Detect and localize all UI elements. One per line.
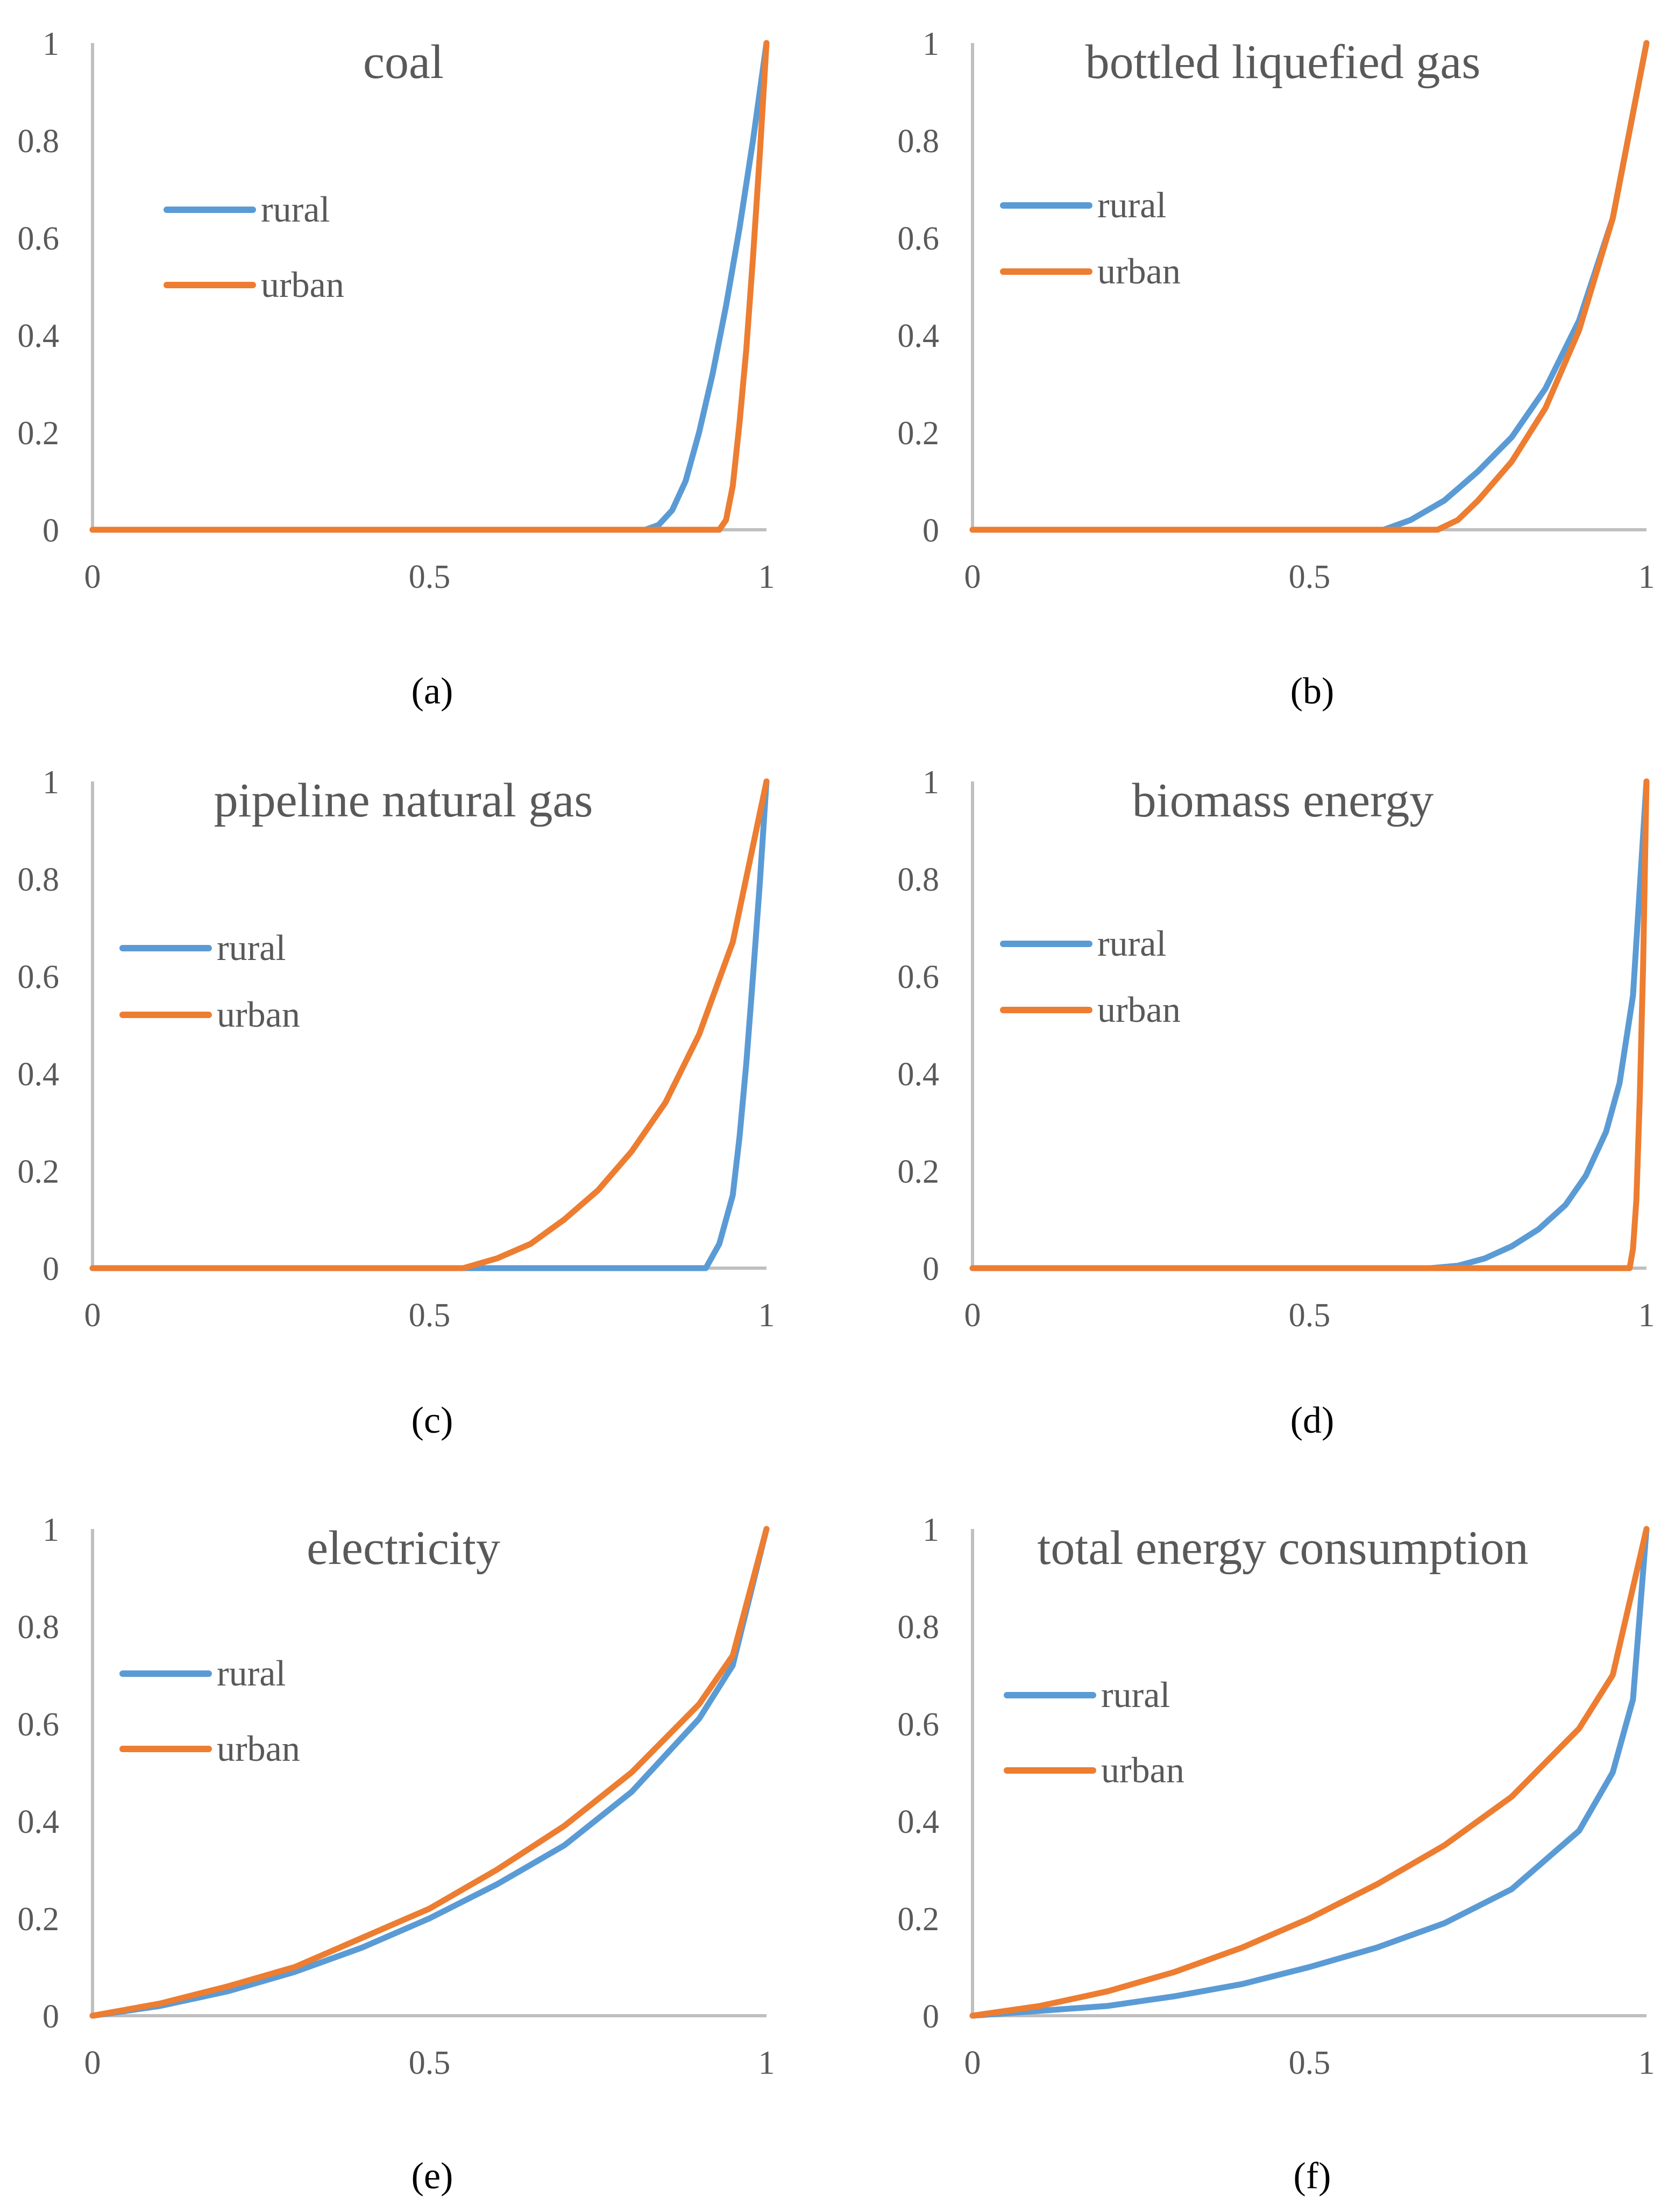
y-tick-label: 0.8 — [898, 1609, 940, 1646]
y-tick-label: 0.8 — [898, 862, 940, 898]
y-tick-label: 0.4 — [898, 1056, 940, 1093]
y-tick-label: 0.2 — [898, 415, 940, 452]
panel-caption: (c) — [411, 1400, 453, 1441]
y-tick-label: 0 — [42, 1251, 59, 1288]
x-tick-label: 0 — [964, 559, 981, 595]
panel-caption: (b) — [1290, 671, 1335, 712]
legend-label-rural: rural — [1101, 1674, 1170, 1715]
series-line-rural — [89, 40, 770, 533]
y-tick-label: 0 — [42, 513, 59, 549]
legend-label-rural: rural — [217, 1653, 286, 1694]
y-tick-label: 0.6 — [898, 959, 940, 995]
legend-label-rural: rural — [261, 189, 330, 230]
panel-c: 0 0.2 0.4 0.6 0.8 1 0 0.5 1 pipeline natural gas r… — [18, 764, 775, 1441]
y-tick-label: 0.4 — [898, 318, 940, 354]
series-line-rural — [89, 778, 770, 1271]
y-tick-label: 1 — [42, 764, 59, 801]
panel-caption: (a) — [411, 671, 453, 712]
chart-title: total energy consumption — [1037, 1521, 1528, 1575]
x-tick-label: 0.5 — [1289, 2045, 1331, 2081]
y-tick-label: 0.8 — [18, 862, 60, 898]
x-tick-label: 0.5 — [1289, 559, 1331, 595]
y-tick-label: 0 — [42, 1998, 59, 2035]
x-tick-label: 0 — [964, 1297, 981, 1334]
y-tick-label: 1 — [922, 764, 939, 801]
series-line-rural — [969, 1526, 1650, 2019]
chart-title: electricity — [307, 1521, 500, 1575]
panel-a: 0 0.2 0.4 0.6 0.8 1 0 0.5 1 coal rural urban (a) — [18, 26, 775, 712]
x-tick-label: 1 — [1638, 559, 1655, 595]
y-tick-label: 0.6 — [898, 221, 940, 257]
legend-label-urban: urban — [1097, 989, 1181, 1030]
y-tick-label: 0 — [922, 1251, 939, 1288]
x-tick-label: 0.5 — [409, 2045, 451, 2081]
x-tick-label: 1 — [758, 559, 775, 595]
y-tick-label: 0.6 — [18, 1706, 60, 1743]
y-tick-label: 0.6 — [18, 959, 60, 995]
y-tick-label: 0 — [922, 513, 939, 549]
y-tick-label: 0.4 — [18, 318, 60, 354]
y-tick-label: 1 — [922, 1512, 939, 1548]
x-tick-label: 0 — [84, 1297, 101, 1334]
series-line-urban — [969, 1526, 1650, 2019]
series-line-urban — [89, 40, 770, 533]
y-tick-label: 0.8 — [18, 1609, 60, 1646]
x-tick-label: 1 — [758, 1297, 775, 1334]
y-tick-label: 0.4 — [898, 1804, 940, 1840]
legend-label-rural: rural — [1097, 184, 1166, 225]
y-tick-label: 1 — [922, 26, 939, 62]
chart-title: bottled liquefied gas — [1085, 35, 1481, 89]
chart-title: coal — [363, 35, 444, 89]
y-tick-label: 0.2 — [18, 415, 60, 452]
panel-d: 0 0.2 0.4 0.6 0.8 1 0 0.5 1 biomass energy rural ur… — [898, 764, 1655, 1441]
y-tick-label: 0 — [922, 1998, 939, 2035]
x-tick-label: 0 — [964, 2045, 981, 2081]
y-tick-label: 0.6 — [898, 1706, 940, 1743]
x-tick-label: 0 — [84, 559, 101, 595]
legend-label-urban: urban — [1101, 1749, 1184, 1790]
chart-title: pipeline natural gas — [214, 774, 593, 827]
series-line-rural — [969, 40, 1650, 533]
x-tick-label: 1 — [1638, 1297, 1655, 1334]
x-tick-label: 0.5 — [409, 559, 451, 595]
series-line-rural — [969, 778, 1650, 1271]
y-tick-label: 0.8 — [18, 123, 60, 160]
legend-label-rural: rural — [217, 927, 286, 968]
legend-label-urban: urban — [1097, 251, 1181, 291]
y-tick-label: 1 — [42, 1512, 59, 1548]
panel-caption: (e) — [411, 2156, 453, 2197]
x-tick-label: 0 — [84, 2045, 101, 2081]
panel-caption: (f) — [1294, 2156, 1331, 2197]
y-tick-label: 0.2 — [18, 1154, 60, 1190]
y-tick-label: 1 — [42, 26, 59, 62]
panel-e: 0 0.2 0.4 0.6 0.8 1 0 0.5 1 electricity rural urban… — [18, 1512, 775, 2197]
series-line-urban — [89, 778, 770, 1271]
y-tick-label: 0.6 — [18, 221, 60, 257]
y-tick-label: 0.8 — [898, 123, 940, 160]
x-tick-label: 1 — [1638, 2045, 1655, 2081]
panel-f: 0 0.2 0.4 0.6 0.8 1 0 0.5 1 total energy consumpt… — [898, 1512, 1655, 2197]
legend-label-urban: urban — [217, 1728, 300, 1769]
x-tick-label: 0.5 — [409, 1297, 451, 1334]
y-tick-label: 0.2 — [898, 1901, 940, 1938]
series-line-urban — [969, 778, 1650, 1271]
y-tick-label: 0.2 — [18, 1901, 60, 1938]
x-tick-label: 0.5 — [1289, 1297, 1331, 1334]
series-line-urban — [89, 1526, 770, 2019]
series-line-urban — [969, 40, 1650, 533]
chart-title: biomass energy — [1132, 774, 1434, 827]
panel-caption: (d) — [1290, 1400, 1335, 1441]
y-tick-label: 0.4 — [18, 1056, 60, 1093]
panel-b: 0 0.2 0.4 0.6 0.8 1 0 0.5 1 bottled liquefied gas… — [898, 26, 1655, 712]
x-tick-label: 1 — [758, 2045, 775, 2081]
y-tick-label: 0.2 — [898, 1154, 940, 1190]
legend-label-rural: rural — [1097, 923, 1166, 964]
series-line-rural — [89, 1526, 770, 2019]
y-tick-label: 0.4 — [18, 1804, 60, 1840]
legend-label-urban: urban — [217, 994, 300, 1035]
legend-label-urban: urban — [261, 264, 344, 305]
